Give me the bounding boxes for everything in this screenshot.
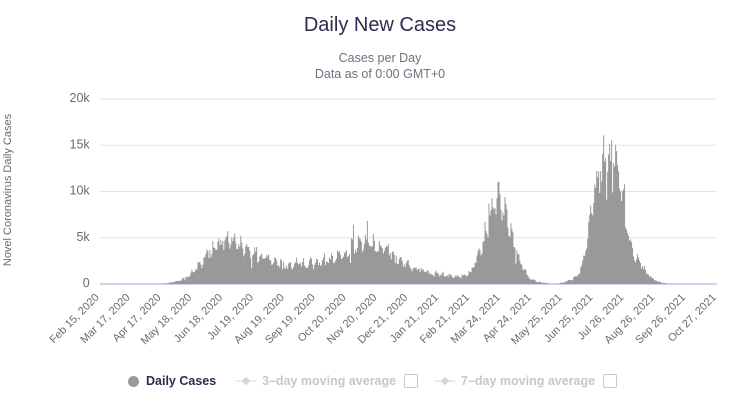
svg-text:15k: 15k — [70, 137, 91, 151]
svg-text:20k: 20k — [70, 91, 91, 105]
svg-text:10k: 10k — [70, 184, 91, 198]
svg-text:0: 0 — [83, 276, 90, 290]
svg-text:5k: 5k — [76, 230, 90, 244]
